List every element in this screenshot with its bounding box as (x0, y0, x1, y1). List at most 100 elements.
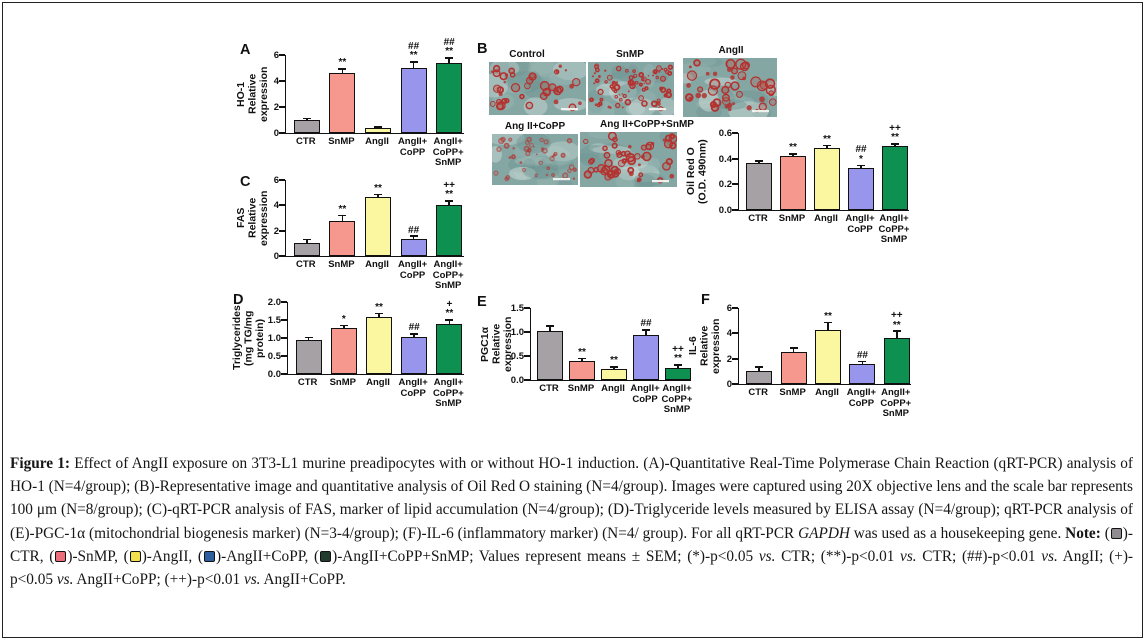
x-category-label: CTR (539, 383, 559, 394)
y-tick-label: 0 (726, 379, 732, 390)
y-tick-mark (732, 209, 738, 211)
significance-annotation: ## ** (443, 36, 455, 58)
x-category-label: SnMP (778, 213, 806, 224)
panel-letter-d: D (233, 292, 244, 308)
caption-text: ( (1100, 524, 1110, 542)
y-tick-label: 2 (273, 225, 279, 237)
bar (814, 148, 840, 210)
error-bar-cap (755, 365, 764, 368)
x-category-label: AngII+ CoPP+ SnMP (880, 387, 912, 419)
y-tick-label: 1.5 (267, 315, 281, 326)
plot-area: ** ## ++ ** (732, 307, 911, 385)
significance-annotation: ++ ** (890, 310, 903, 331)
y-tick-label: 1.0 (267, 333, 281, 344)
y-tick-mark (732, 332, 738, 335)
error-bar-stem (792, 154, 794, 157)
error-bar-stem (581, 359, 583, 361)
y-tick-mark (279, 106, 285, 108)
micrograph-label: Control (509, 49, 545, 60)
x-category-label: AngII (365, 136, 389, 147)
plot-area: ** ** ## * ++ ** (732, 123, 909, 211)
significance-annotation: ## (640, 318, 652, 330)
x-category-label: SnMP (328, 136, 355, 147)
y-tick-label: 4 (273, 200, 279, 212)
y-tick-mark (281, 355, 287, 357)
y-tick-mark (732, 307, 738, 309)
bar (746, 370, 773, 384)
micrograph-label: Ang II+CoPP+SnMP (600, 119, 694, 130)
error-bar-stem (448, 320, 451, 325)
significance-annotation: ++ ** (443, 179, 456, 201)
error-bar-cap (375, 312, 383, 315)
y-tick-label: 0.0 (267, 369, 281, 380)
y-tick-label: 2.0 (267, 297, 281, 308)
x-category-label: CTR (748, 387, 768, 398)
caption-text: AngII+CoPP; (++)-p<0.01 (73, 571, 244, 589)
significance-annotation: ** (823, 133, 831, 145)
x-category-label: AngII+ CoPP+ SnMP (878, 213, 910, 245)
error-bar-cap (374, 193, 382, 196)
x-category-label: AngII (366, 377, 390, 388)
error-bar-cap (302, 238, 311, 241)
error-bar-cap (304, 336, 313, 339)
x-category-label: SnMP (567, 383, 595, 394)
error-bar-stem (613, 367, 615, 370)
significance-annotation: ** (338, 203, 347, 215)
panel-letter-a: A (240, 42, 251, 58)
panel-letter-f: F (701, 292, 710, 308)
x-category-label: SnMP (328, 259, 355, 270)
legend-swatch-angii (129, 550, 141, 562)
error-bar-cap (642, 328, 650, 331)
caption-bold-text: Figure 1: (10, 455, 75, 472)
oil-red-o-stain-image (486, 130, 581, 193)
significance-annotation: ** (610, 355, 618, 367)
error-bar-cap (339, 324, 348, 327)
y-tick-label: 0.0 (718, 205, 732, 216)
y-tick-mark (732, 132, 738, 134)
legend-swatch-ctr (1110, 527, 1122, 539)
error-bar-stem (377, 127, 379, 129)
y-tick-label: 6 (273, 50, 279, 61)
y-tick-mark (524, 331, 530, 333)
error-bar-stem (677, 365, 679, 368)
caption-text: CTR; (**)-p<0.01 (775, 547, 901, 565)
significance-annotation: ## ** (408, 40, 420, 62)
error-bar-stem (448, 201, 450, 206)
y-tick-label: 2 (273, 102, 279, 113)
y-tick-mark (732, 383, 738, 385)
micrograph-image (473, 53, 589, 117)
x-category-label: CTR (296, 259, 316, 270)
significance-annotation: ** (789, 142, 797, 154)
error-bar-stem (645, 330, 647, 336)
caption-text: )-AngII+CoPP, ( (216, 547, 320, 565)
y-tick-mark (279, 179, 285, 181)
significance-annotation: ## * (855, 144, 867, 165)
y-tick-label: 0.6 (718, 128, 732, 139)
x-category-label: CTR (297, 377, 318, 388)
error-bar-stem (377, 195, 379, 198)
y-tick-label: 4 (273, 76, 279, 87)
y-tick-mark (732, 157, 738, 160)
bar (401, 336, 428, 374)
error-bar-cap (857, 164, 865, 167)
oil-red-o-stain-image (473, 53, 589, 117)
caption-text: AngII; (+)-p<0.05 (10, 547, 1134, 589)
legend-swatch-angii_copp (204, 550, 215, 562)
micrograph-label: Ang II+CoPP (504, 121, 566, 132)
error-bar-cap (302, 117, 311, 120)
error-bar-stem (758, 161, 760, 163)
significance-annotation: ** (375, 301, 383, 313)
micrograph-image (575, 126, 690, 190)
error-bar-stem (306, 240, 308, 243)
x-category-label: SnMP (329, 377, 356, 388)
bar (365, 197, 391, 256)
y-tick-mark (524, 355, 530, 357)
scale-bar (752, 110, 769, 113)
error-bar-stem (306, 119, 308, 120)
bar (436, 63, 463, 133)
scale-bar (649, 108, 666, 111)
bar (883, 338, 910, 384)
bar (746, 162, 772, 210)
bar (882, 145, 908, 210)
chart-ho1: HO-1 Relative expression ** ## ** ## ** 0 2 4 6 C… (235, 37, 477, 187)
